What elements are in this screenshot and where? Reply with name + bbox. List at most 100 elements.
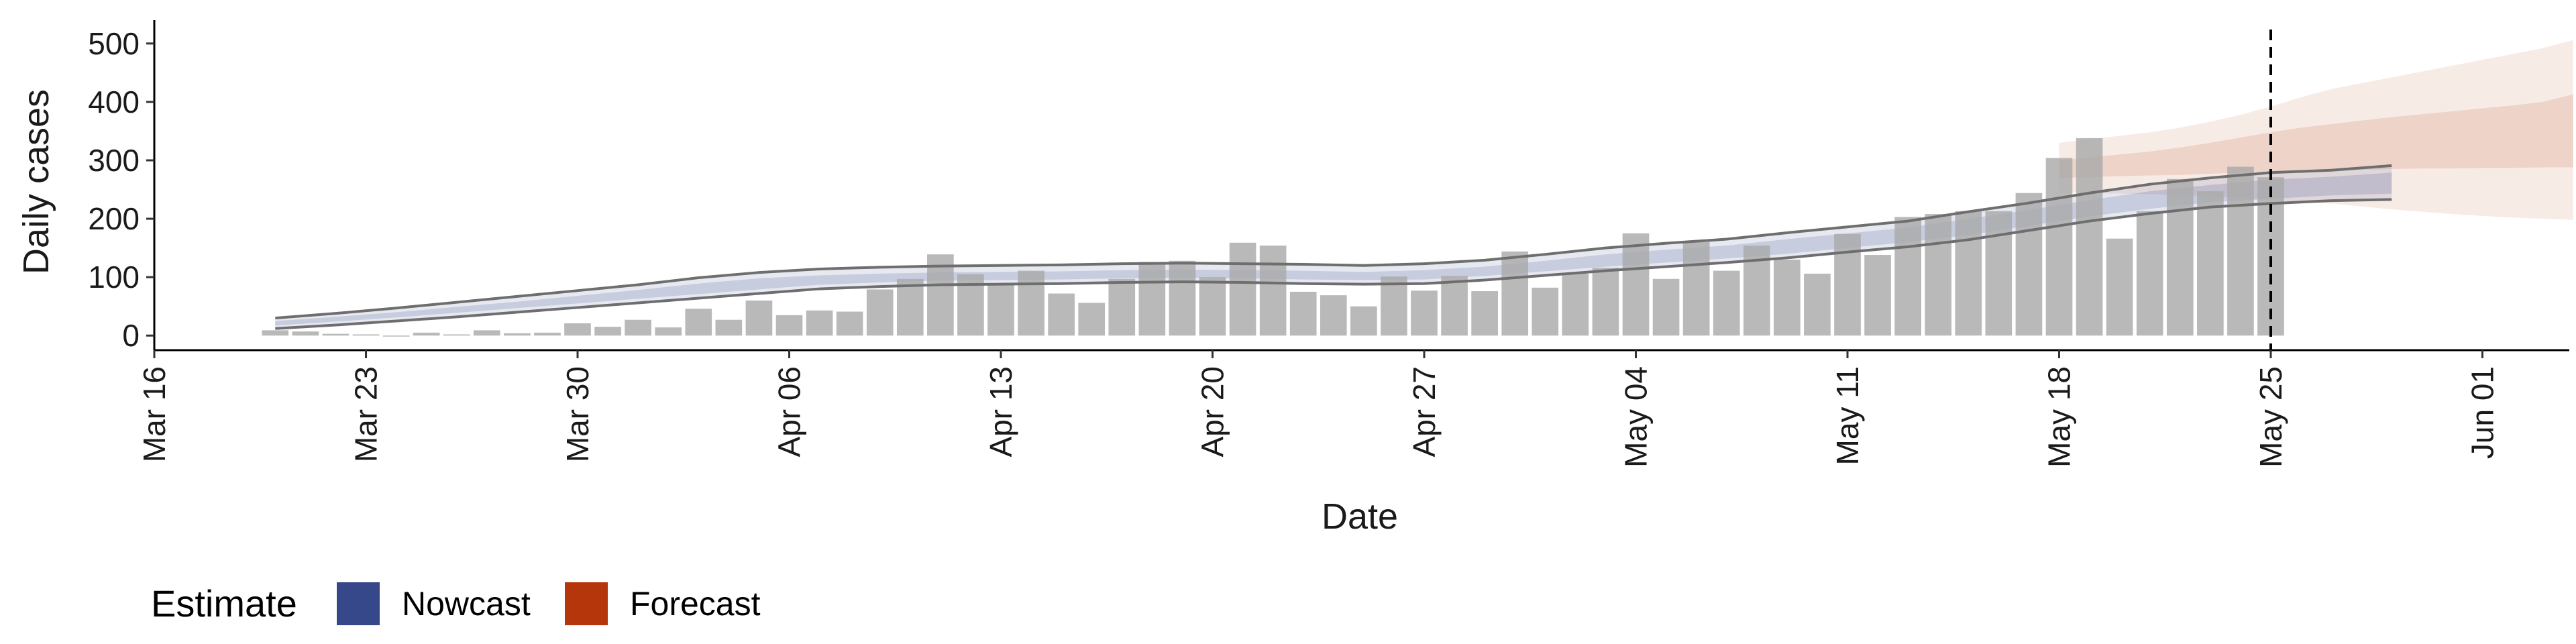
reported-bar: [1532, 287, 1559, 336]
reported-bar: [1864, 255, 1891, 336]
x-axis-title: Date: [1322, 496, 1398, 537]
reported-bar: [745, 300, 773, 336]
axis-labels: Date Daily cases: [16, 89, 1398, 537]
reported-bar: [1682, 241, 1710, 336]
reported-bar: [1350, 306, 1377, 336]
axes: 0 100 200 300 400 500 Mar 16 Mar 23 Mar 30 Apr 06…: [88, 20, 2569, 468]
legend-title: Estimate: [151, 582, 297, 625]
y-tick-label: 500: [88, 26, 140, 61]
reported-bar: [1834, 233, 1861, 336]
reported-bar: [2015, 193, 2043, 336]
reported-bar: [1229, 242, 1256, 336]
reported-bar: [1289, 291, 1317, 336]
x-tick-label: Mar 23: [349, 366, 384, 462]
reported-bar: [413, 332, 440, 336]
reported-bar: [504, 333, 531, 336]
reported-bar: [1169, 260, 1196, 336]
nowcast-inner-band: [275, 172, 2392, 326]
reported-bar: [443, 334, 470, 336]
reported-bar: [1018, 270, 1044, 336]
reported-bar: [927, 254, 954, 336]
legend: Estimate Nowcast Forecast: [151, 582, 761, 625]
x-tick-label: May 11: [1830, 366, 1865, 465]
reported-bar: [1108, 278, 1136, 336]
reported-bar: [655, 327, 682, 336]
x-tick-label: Mar 16: [137, 366, 172, 462]
bound-lines: [275, 164, 2392, 330]
legend-label: Forecast: [630, 585, 761, 623]
reported-bar: [594, 327, 621, 336]
y-tick-label: 200: [88, 201, 140, 236]
reported-bar: [1562, 273, 1589, 336]
reported-bar: [2106, 238, 2133, 336]
reported-bar: [2045, 158, 2073, 336]
reported-bar: [625, 319, 651, 336]
reported-bar: [896, 278, 924, 336]
forecast-bands: [2059, 40, 2573, 220]
reported-bar: [473, 330, 500, 336]
upper-bound-line: [275, 164, 2392, 320]
x-tick-label: May 04: [1619, 366, 1654, 468]
reported-bar: [322, 333, 350, 336]
reported-bar: [1652, 278, 1680, 336]
reported-bar: [1138, 262, 1166, 336]
reported-bar: [866, 289, 894, 336]
reported-bar: [1774, 260, 1801, 336]
reported-bar: [1259, 246, 1287, 336]
reported-bar: [1592, 268, 1619, 336]
x-tick-label: Apr 27: [1407, 366, 1442, 458]
reported-bar: [382, 335, 410, 337]
legend-label: Nowcast: [402, 585, 531, 623]
y-tick-label: 300: [88, 143, 140, 178]
reported-bar: [2227, 166, 2254, 336]
reported-bar: [836, 311, 863, 336]
nowcast-bands: [275, 165, 2392, 329]
legend-swatch: [565, 582, 608, 625]
forecast-outer-band: [2059, 40, 2573, 220]
y-axis-title: Daily cases: [16, 89, 56, 274]
reported-bar: [1320, 295, 1347, 336]
reported-bar: [1381, 276, 1407, 336]
reported-bar: [2136, 211, 2163, 336]
x-tick-label: Mar 30: [560, 366, 595, 462]
reported-bar: [2166, 178, 2194, 336]
reported-bar: [1925, 214, 1952, 336]
x-tick-label: Apr 20: [1195, 366, 1230, 458]
nowcast-outer-band: [275, 165, 2392, 329]
reported-bar: [262, 330, 289, 336]
reported-bar: [534, 332, 561, 336]
reported-bar: [715, 319, 743, 336]
legend-swatch: [337, 582, 380, 625]
y-tick-label: 400: [88, 85, 140, 119]
x-tick-label: May 18: [2042, 366, 2077, 468]
reported-bar: [685, 309, 712, 336]
x-tick-label: Jun 01: [2465, 366, 2500, 459]
reported-bar: [1078, 303, 1106, 336]
reported-bar: [292, 331, 319, 336]
reported-bar: [1985, 211, 2012, 336]
reported-bar: [1048, 293, 1075, 336]
lower-bound-line: [275, 198, 2392, 330]
reported-bar: [1199, 277, 1226, 336]
reported-bar: [1501, 251, 1529, 336]
reported-bar: [2076, 138, 2103, 336]
y-tick-label: 0: [122, 318, 140, 353]
reported-bar: [775, 315, 803, 336]
reported-bar: [1955, 211, 1982, 336]
reported-bar: [1713, 270, 1740, 336]
reported-bar: [564, 323, 591, 336]
reported-bar: [1441, 276, 1468, 336]
x-tick-label: May 25: [2253, 366, 2288, 468]
y-tick-label: 100: [88, 260, 140, 294]
reported-bar: [1471, 291, 1498, 336]
reported-bar: [987, 283, 1014, 336]
reported-bar: [1411, 290, 1438, 336]
x-tick-label: Apr 13: [983, 366, 1018, 458]
reported-bar: [1804, 273, 1831, 336]
reported-bar: [806, 310, 833, 336]
reported-bar: [352, 334, 380, 336]
reported-bar: [1622, 233, 1650, 336]
forecast-inner-band: [2059, 94, 2573, 178]
